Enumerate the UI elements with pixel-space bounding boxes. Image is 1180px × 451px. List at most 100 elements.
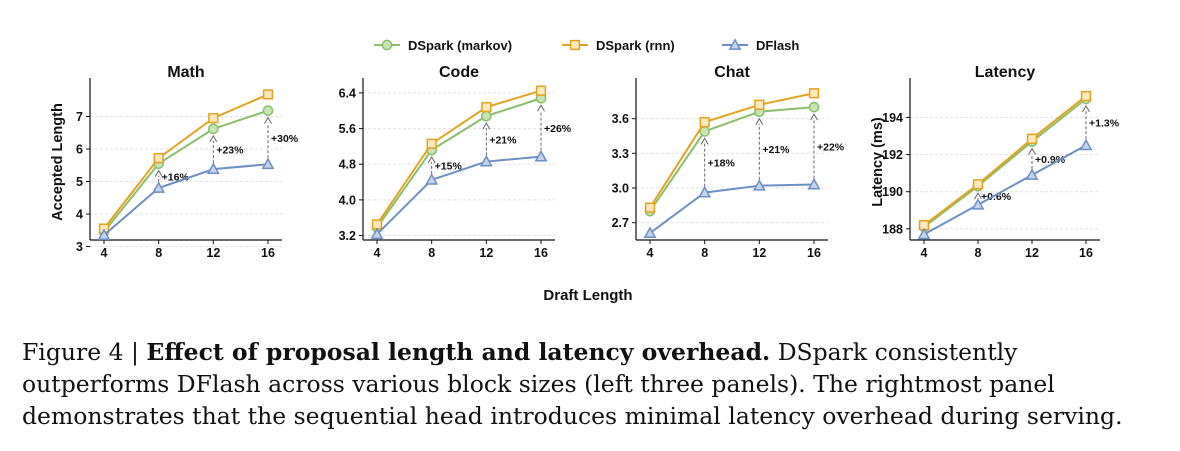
caption-bold: Effect of proposal length and latency ov… bbox=[146, 338, 771, 366]
gain-arrow-head bbox=[810, 113, 818, 121]
data-point bbox=[262, 105, 274, 117]
y-tick-label: 190 bbox=[882, 185, 903, 199]
y-tick-label: 3.0 bbox=[612, 182, 629, 196]
x-tick-label: 8 bbox=[701, 246, 708, 260]
gain-arrow-head bbox=[1082, 104, 1090, 113]
gain-arrow-head bbox=[1028, 147, 1036, 155]
legend: DSpark (markov) DSpark (rnn) DFlash bbox=[374, 38, 799, 53]
x-tick-label: 12 bbox=[1025, 246, 1039, 260]
series-line bbox=[923, 144, 1087, 236]
data-point bbox=[698, 185, 712, 198]
legend-label: DFlash bbox=[756, 38, 799, 53]
gain-arrow-head bbox=[427, 155, 436, 164]
legend-marker bbox=[728, 38, 742, 50]
x-tick-label: 8 bbox=[428, 246, 435, 260]
gain-arrow-head bbox=[154, 169, 163, 177]
data-point bbox=[206, 162, 220, 175]
y-tick-label: 5 bbox=[76, 175, 83, 189]
data-point bbox=[917, 227, 931, 240]
legend-item: DSpark (rnn) bbox=[562, 38, 675, 53]
y-axis-label: Accepted Length bbox=[50, 103, 66, 221]
series-line bbox=[923, 98, 1087, 228]
gain-annotation: +1.3% bbox=[1082, 104, 1120, 140]
data-point bbox=[644, 202, 656, 213]
x-tick-label: 12 bbox=[752, 246, 766, 260]
y-tick-label: 3.3 bbox=[612, 147, 629, 161]
legend-marker bbox=[569, 39, 581, 51]
data-point bbox=[752, 178, 766, 191]
panel-title: Code bbox=[439, 64, 479, 81]
series-line bbox=[103, 93, 269, 230]
data-point bbox=[481, 102, 492, 113]
gain-annotation: +21% bbox=[482, 122, 517, 156]
data-point bbox=[1025, 168, 1039, 180]
y-tick-label: 3 bbox=[76, 240, 83, 254]
gain-arrow-head bbox=[264, 116, 272, 124]
data-point bbox=[808, 101, 820, 113]
series-line bbox=[376, 97, 542, 229]
caption-label: Figure 4 | bbox=[22, 338, 147, 366]
x-tick-label: 4 bbox=[374, 246, 381, 260]
series-line bbox=[103, 163, 269, 236]
data-point bbox=[97, 228, 111, 241]
data-point bbox=[535, 85, 547, 96]
x-tick-label: 12 bbox=[206, 246, 220, 260]
x-tick-label: 4 bbox=[101, 246, 108, 260]
y-tick-label: 6 bbox=[76, 143, 83, 157]
y-tick-label: 6.4 bbox=[339, 86, 356, 100]
y-tick-label: 3.2 bbox=[339, 229, 356, 243]
data-point bbox=[207, 123, 219, 135]
x-tick-label: 16 bbox=[1079, 246, 1093, 260]
y-tick-label: 192 bbox=[882, 148, 903, 162]
gain-arrow-head bbox=[209, 134, 218, 143]
data-point bbox=[426, 138, 437, 149]
gain-arrow-head bbox=[482, 122, 491, 130]
figure-caption: Figure 4 | Effect of proposal length and… bbox=[22, 336, 1162, 432]
data-point bbox=[1026, 133, 1038, 144]
x-tick-label: 16 bbox=[807, 246, 821, 260]
x-tick-label: 8 bbox=[155, 246, 162, 260]
data-point bbox=[480, 110, 492, 122]
legend-item: DSpark (markov) bbox=[374, 38, 512, 53]
gain-label: +22% bbox=[817, 141, 845, 153]
gain-arrow-head bbox=[755, 117, 764, 125]
gain-annotation: +0.9% bbox=[1028, 147, 1066, 169]
data-point bbox=[534, 149, 548, 162]
data-point bbox=[699, 116, 710, 128]
gain-annotation: +23% bbox=[209, 134, 244, 164]
series-line bbox=[649, 92, 815, 209]
x-tick-label: 4 bbox=[647, 246, 654, 260]
y-tick-label: 3.6 bbox=[612, 112, 629, 126]
y-tick-label: 5.6 bbox=[339, 122, 356, 136]
gain-arrow-head bbox=[974, 192, 982, 200]
y-tick-label: 4.0 bbox=[339, 193, 356, 207]
panel-title: Latency bbox=[975, 64, 1036, 81]
figure-chart: DSpark (markov) DSpark (rnn) DFlash 3 4 5 6 7 4… bbox=[50, 38, 1120, 304]
data-point bbox=[425, 173, 439, 185]
chart-panel: 188 190 192 194 4 8 12 16 Latency Latency (ms) +0.… bbox=[870, 64, 1120, 260]
series-line bbox=[376, 89, 542, 225]
data-point bbox=[643, 226, 657, 238]
gain-label: +0.9% bbox=[1035, 154, 1066, 166]
y-axis-label: Latency (ms) bbox=[870, 117, 886, 207]
y-tick-label: 4 bbox=[76, 208, 83, 222]
gain-annotation: +21% bbox=[755, 117, 790, 180]
y-tick-label: 4.8 bbox=[339, 158, 356, 172]
gain-arrow-head bbox=[700, 137, 709, 145]
data-point bbox=[808, 88, 820, 99]
y-tick-label: 188 bbox=[882, 222, 903, 236]
gain-label: +23% bbox=[216, 145, 244, 157]
y-tick-label: 2.7 bbox=[612, 216, 629, 230]
legend-label: DSpark (rnn) bbox=[596, 38, 675, 53]
y-tick-label: 194 bbox=[882, 111, 903, 125]
gain-label: +30% bbox=[271, 133, 299, 145]
series-line bbox=[376, 155, 542, 235]
data-point bbox=[262, 89, 274, 100]
legend-item: DFlash bbox=[722, 38, 799, 53]
shared-x-axis-label: Draft Length bbox=[543, 287, 632, 304]
data-point bbox=[261, 157, 275, 170]
gain-annotation: +18% bbox=[700, 137, 735, 187]
series-line bbox=[923, 95, 1087, 226]
gain-label: +21% bbox=[489, 134, 517, 146]
